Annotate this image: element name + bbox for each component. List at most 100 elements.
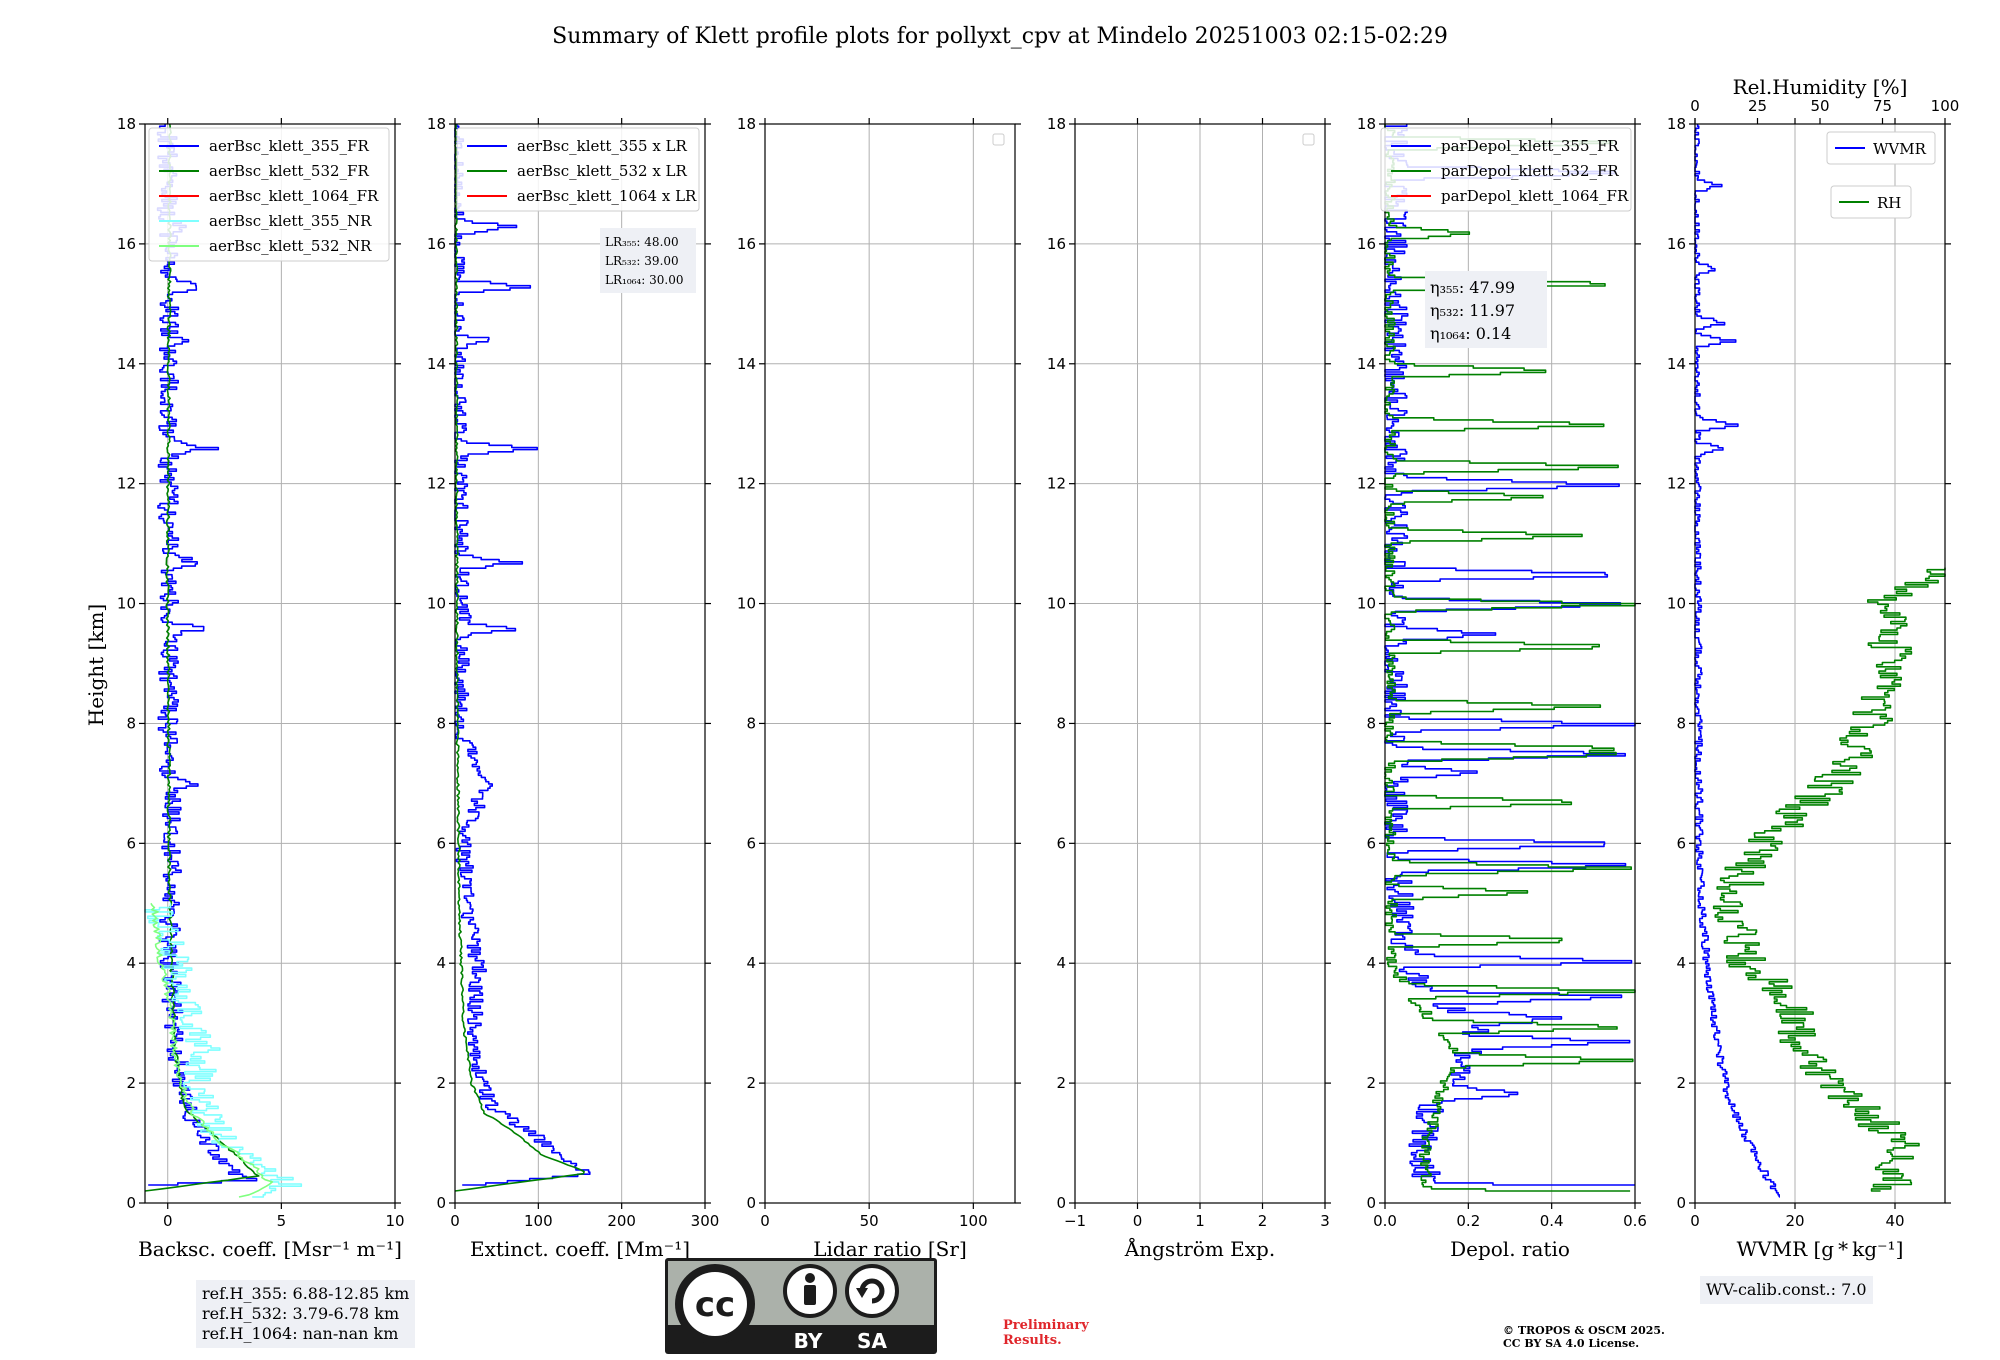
y-tick-label: 16: [1667, 235, 1686, 253]
axes-frame: [454, 123, 706, 1204]
annotation-line: LR₅₃₂: 39.00: [605, 254, 679, 268]
x-tick-label: 0.4: [1540, 1212, 1564, 1230]
x-tick-label: 0.0: [1373, 1212, 1397, 1230]
cc-logo-icon: [683, 1272, 747, 1336]
y-tick-label: 6: [1366, 834, 1376, 852]
figure-title: Summary of Klett profile plots for polly…: [552, 24, 1448, 49]
wv-calibration-text: WV-calib.const.: 7.0: [1706, 1280, 1867, 1299]
y-tick-label: 8: [126, 714, 136, 732]
y-tick-label: 10: [1047, 595, 1066, 613]
y-tick-label: 8: [1366, 714, 1376, 732]
x-tick-label: 3: [1320, 1212, 1330, 1230]
y-tick-label: 12: [737, 475, 756, 493]
legend-label: aerBsc_klett_532_FR: [209, 162, 369, 180]
x-tick-label: 10: [385, 1212, 404, 1230]
x-tick-label: 0: [163, 1212, 173, 1230]
cc-sa-label: SA: [857, 1329, 887, 1353]
axes-frame: [144, 123, 396, 1204]
x-axis-label: Lidar ratio [Sr]: [813, 1237, 967, 1261]
series-parDepol_klett_532_FR: [1384, 124, 1636, 1192]
legend-label: aerBsc_klett_532_NR: [209, 237, 372, 255]
x-tick-label: 1: [1195, 1212, 1205, 1230]
x-tick-label: 50: [860, 1212, 879, 1230]
y-tick-label: 10: [1357, 595, 1376, 613]
y-tick-label: 18: [427, 115, 446, 133]
y-tick-label: 14: [1357, 355, 1376, 373]
series-aerBsc_klett_355_FR: [148, 124, 258, 1186]
y-tick-label: 18: [117, 115, 136, 133]
y-tick-label: 14: [737, 355, 756, 373]
legend-frame: [1830, 185, 1912, 219]
panel-5: 0 2 4 6 8 10 12 14 16 18 0.0 0.2 0.4 0.6 Depol. ratio p…: [1357, 115, 1647, 1261]
legend-RH: RH: [1830, 185, 1912, 219]
x-tick-label: 0.2: [1456, 1212, 1480, 1230]
y-tick-label: 8: [436, 714, 446, 732]
y-tick-label: 4: [1676, 954, 1686, 972]
annotation-box: η₃₅₅: 47.99 η₅₃₂: 11.97 η₁₀₆₄: 0.14: [1425, 271, 1547, 348]
y-tick-label: 14: [1667, 355, 1686, 373]
height-axis-label: Height [km]: [84, 604, 108, 726]
cc-logo-text: cc: [695, 1285, 735, 1325]
x-tick-label: −1: [1064, 1212, 1086, 1230]
y-tick-label: 2: [1676, 1074, 1686, 1092]
axes-frame: [1384, 123, 1636, 1204]
y-tick-label: 4: [1366, 954, 1376, 972]
y-tick-label: 8: [746, 714, 756, 732]
y-tick-label: 0: [1056, 1194, 1066, 1212]
top-tick-label: 0: [1690, 97, 1700, 115]
series-group: [1384, 124, 1636, 1192]
annotation-line: η₃₅₅: 47.99: [1430, 278, 1515, 297]
refh-1064: ref.H_1064: nan-nan km: [202, 1324, 399, 1343]
x-tick-label: 0.6: [1623, 1212, 1647, 1230]
sa-share-icon: [845, 1264, 899, 1318]
y-tick-label: 0: [1676, 1194, 1686, 1212]
legend-label: WVMR: [1873, 140, 1927, 158]
y-tick-label: 8: [1056, 714, 1066, 732]
x-tick-label: 100: [959, 1212, 988, 1230]
reference-height-box: ref.H_355: 6.88-12.85 km ref.H_532: 3.79…: [196, 1280, 416, 1348]
y-tick-label: 2: [126, 1074, 136, 1092]
annotation-frame: [600, 228, 696, 293]
y-tick-label: 16: [117, 235, 136, 253]
x-axis-label: WVMR [g * kg⁻¹]: [1737, 1237, 1904, 1261]
x-tick-label: 0: [1690, 1212, 1700, 1230]
preliminary-results-note: Preliminary Results.: [1003, 1318, 1089, 1348]
y-tick-label: 14: [117, 355, 136, 373]
x-tick-label: 40: [1885, 1212, 1904, 1230]
annotation-line: LR₃₅₅: 48.00: [605, 235, 679, 249]
y-tick-label: 2: [746, 1074, 756, 1092]
y-tick-label: 0: [126, 1194, 136, 1212]
legend-label: aerBsc_klett_355 x LR: [517, 137, 688, 155]
copyright-line-2: CC BY SA 4.0 License.: [1503, 1337, 1640, 1350]
legend-label: aerBsc_klett_1064 x LR: [517, 187, 697, 205]
legend-label: aerBsc_klett_532 x LR: [517, 162, 688, 180]
annotation-frame: [1425, 271, 1547, 348]
legend-frame: [456, 127, 700, 212]
legend-label: aerBsc_klett_355_FR: [209, 137, 369, 155]
legend-label: aerBsc_klett_1064_FR: [209, 187, 379, 205]
y-tick-label: 6: [746, 834, 756, 852]
y-tick-label: 0: [1366, 1194, 1376, 1212]
y-tick-label: 12: [427, 475, 446, 493]
y-tick-label: 6: [1676, 834, 1686, 852]
y-tick-label: 18: [1667, 115, 1686, 133]
y-tick-label: 4: [436, 954, 446, 972]
copyright-line-1: © TROPOS & OSCM 2025.: [1503, 1324, 1665, 1337]
annotation-box: LR₃₅₅: 48.00 LR₅₃₂: 39.00 LR₁₀₆₄: 30.00: [600, 228, 696, 293]
y-tick-label: 6: [436, 834, 446, 852]
y-tick-label: 16: [737, 235, 756, 253]
series-aerBsc_klett_355 x LR: [454, 124, 591, 1186]
y-tick-label: 16: [1357, 235, 1376, 253]
copyright-note: © TROPOS & OSCM 2025. CC BY SA 4.0 Licen…: [1503, 1324, 1665, 1350]
series-group: [144, 123, 303, 1198]
y-tick-label: 6: [1056, 834, 1066, 852]
sa-arrow-head: [856, 1288, 868, 1298]
x-tick-label: 0: [1133, 1212, 1143, 1230]
empty-legend-box: [1302, 133, 1315, 146]
by-person-body: [804, 1285, 816, 1305]
x-tick-label: 100: [524, 1212, 553, 1230]
by-person-head: [805, 1273, 815, 1283]
